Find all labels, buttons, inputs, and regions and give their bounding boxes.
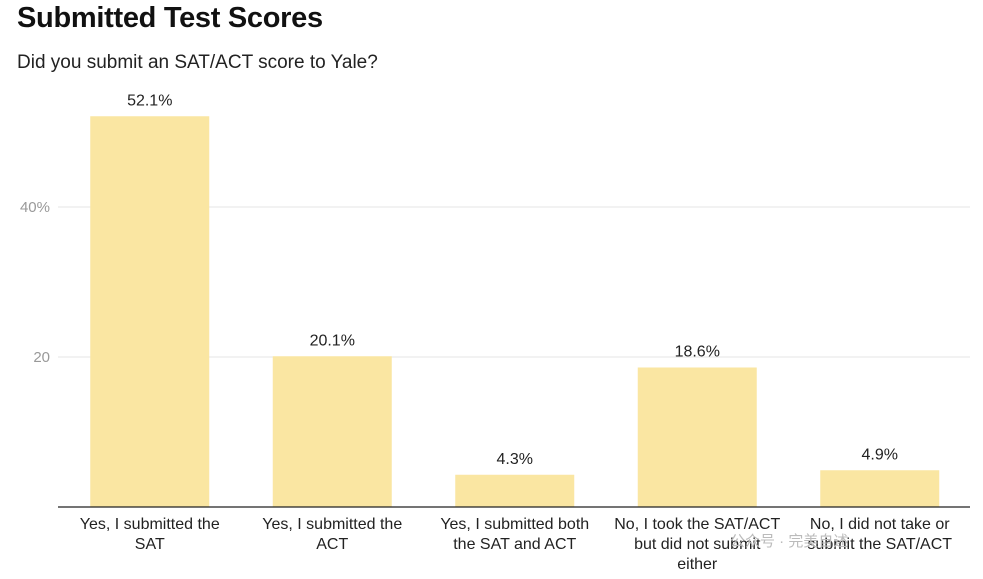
y-tick-label: 40% (20, 199, 50, 216)
bar (272, 356, 392, 507)
category-label: No, I took the SAT/ACT but did not submi… (614, 516, 781, 573)
y-tick-label: 20 (33, 349, 50, 366)
bar (90, 116, 210, 507)
watermark: 公众号 · 完美自述 (730, 533, 849, 550)
data-label: 20.1% (310, 332, 355, 349)
data-label: 4.3% (497, 451, 533, 468)
category-label: Yes, I submitted both the SAT and ACT (440, 516, 590, 553)
bar (637, 367, 757, 507)
category-label: Yes, I submitted the ACT (262, 516, 403, 553)
data-label: 18.6% (675, 344, 720, 361)
category-label: Yes, I submitted the SAT (79, 516, 220, 553)
bar (820, 470, 940, 507)
data-label: 52.1% (127, 92, 172, 109)
category-label: No, I did not take or submit the SAT/ACT (807, 516, 953, 553)
bar (455, 474, 575, 507)
data-label: 4.9% (862, 446, 898, 463)
chart-title: Submitted Test Scores (17, 2, 323, 34)
chart-subtitle: Did you submit an SAT/ACT score to Yale? (17, 52, 378, 73)
